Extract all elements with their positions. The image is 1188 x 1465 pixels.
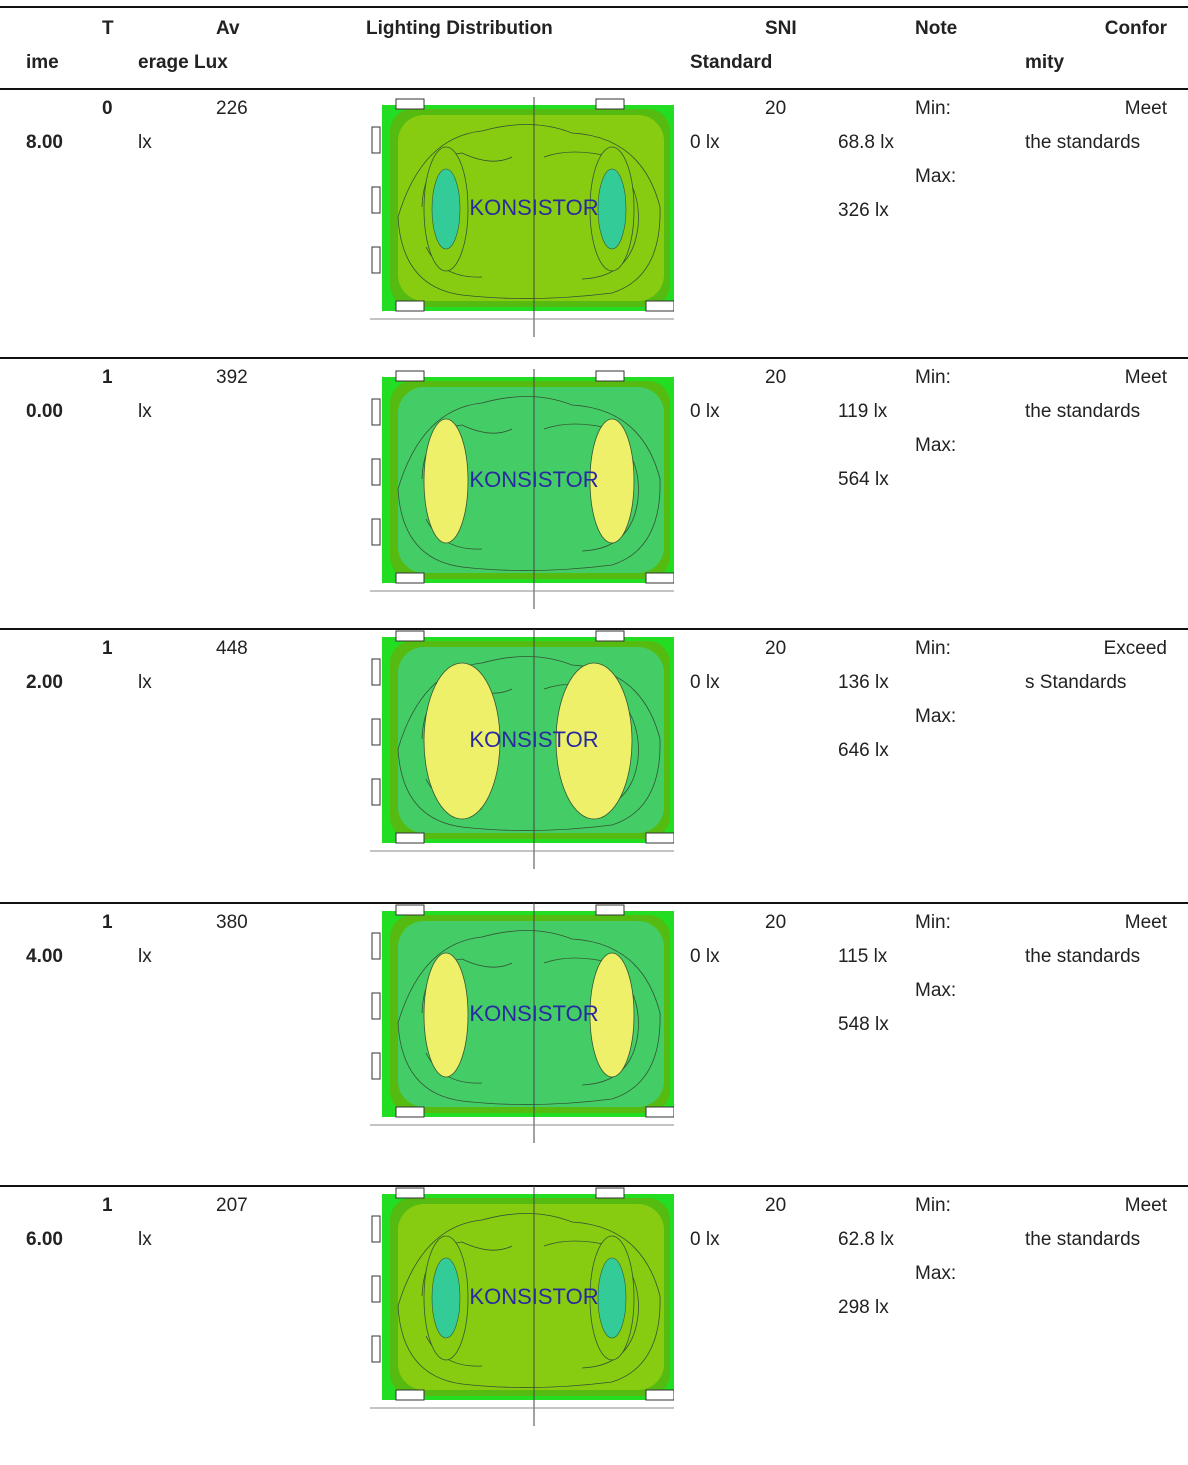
sni-value-line2: 0 lx bbox=[690, 672, 720, 693]
lighting-distribution-diagram: KONSISTOR bbox=[362, 369, 674, 609]
sni-value-line1: 20 bbox=[765, 98, 787, 119]
time-line1: 1 bbox=[102, 1195, 113, 1216]
note-min-label: Min: bbox=[915, 912, 951, 933]
header-time-line1: T bbox=[102, 18, 114, 39]
average-lux-unit: lx bbox=[138, 672, 152, 693]
average-lux-value: 448 bbox=[216, 638, 248, 659]
note-max-value: 646 lx bbox=[838, 740, 889, 761]
row-separator bbox=[0, 628, 1188, 630]
average-lux-value: 392 bbox=[216, 367, 248, 388]
average-lux-value: 380 bbox=[216, 912, 248, 933]
conformity-line2: the standards bbox=[1025, 132, 1141, 153]
row-separator bbox=[0, 902, 1188, 904]
note-min-value: 68.8 lx bbox=[838, 132, 894, 153]
row-separator bbox=[0, 357, 1188, 359]
header-average-line2: erage Lux bbox=[138, 52, 228, 73]
header-note: Note bbox=[915, 18, 958, 39]
row-separator bbox=[0, 1185, 1188, 1187]
time-line2: 4.00 bbox=[26, 946, 63, 967]
header-average-line1: Av bbox=[216, 18, 240, 39]
note-max-label: Max: bbox=[915, 980, 957, 1001]
svg-text:KONSISTOR: KONSISTOR bbox=[469, 727, 598, 752]
conformity-line1: Meet bbox=[1124, 367, 1167, 388]
note-max-value: 326 lx bbox=[838, 200, 889, 221]
sni-value-line2: 0 lx bbox=[690, 1229, 720, 1250]
note-min-value: 115 lx bbox=[838, 946, 888, 967]
note-min-label: Min: bbox=[915, 98, 951, 119]
note-min-label: Min: bbox=[915, 638, 951, 659]
sni-value-line1: 20 bbox=[765, 912, 787, 933]
average-lux-value: 226 bbox=[216, 98, 248, 119]
average-lux-unit: lx bbox=[138, 132, 152, 153]
time-line2: 2.00 bbox=[26, 672, 63, 693]
sni-value-line2: 0 lx bbox=[690, 401, 720, 422]
note-max-label: Max: bbox=[915, 1263, 957, 1284]
average-lux-unit: lx bbox=[138, 401, 152, 422]
note-max-value: 564 lx bbox=[838, 469, 889, 490]
note-min-value: 119 lx bbox=[838, 401, 888, 422]
conformity-line2: the standards bbox=[1025, 946, 1141, 967]
note-min-label: Min: bbox=[915, 367, 951, 388]
average-lux-unit: lx bbox=[138, 946, 152, 967]
svg-text:KONSISTOR: KONSISTOR bbox=[469, 1001, 598, 1026]
time-line2: 8.00 bbox=[26, 132, 63, 153]
header-conformity-line1: Confor bbox=[1104, 18, 1167, 39]
header-sni-line1: SNI bbox=[765, 18, 797, 39]
sni-value-line2: 0 lx bbox=[690, 946, 720, 967]
conformity-line1: Exceed bbox=[1103, 638, 1167, 659]
conformity-line1: Meet bbox=[1124, 98, 1167, 119]
svg-text:KONSISTOR: KONSISTOR bbox=[469, 1284, 598, 1309]
header-time-line2: ime bbox=[26, 52, 59, 73]
average-lux-value: 207 bbox=[216, 1195, 248, 1216]
time-line2: 0.00 bbox=[26, 401, 63, 422]
lighting-distribution-diagram: KONSISTOR bbox=[362, 629, 674, 869]
lighting-distribution-diagram: KONSISTOR bbox=[362, 97, 674, 337]
time-line1: 1 bbox=[102, 367, 113, 388]
header-conformity-line2: mity bbox=[1025, 52, 1065, 73]
conformity-line2: the standards bbox=[1025, 1229, 1141, 1250]
note-max-label: Max: bbox=[915, 166, 957, 187]
header-sni-line2: Standard bbox=[690, 52, 773, 73]
note-min-value: 62.8 lx bbox=[838, 1229, 894, 1250]
sni-value-line1: 20 bbox=[765, 1195, 787, 1216]
note-min-value: 136 lx bbox=[838, 672, 889, 693]
time-line1: 1 bbox=[102, 912, 113, 933]
conformity-line2: the standards bbox=[1025, 401, 1141, 422]
time-line1: 0 bbox=[102, 98, 113, 119]
note-max-label: Max: bbox=[915, 706, 957, 727]
svg-text:KONSISTOR: KONSISTOR bbox=[469, 467, 598, 492]
note-max-value: 548 lx bbox=[838, 1014, 889, 1035]
svg-text:KONSISTOR: KONSISTOR bbox=[469, 195, 598, 220]
conformity-line2: s Standards bbox=[1025, 672, 1127, 693]
time-line2: 6.00 bbox=[26, 1229, 63, 1250]
lighting-distribution-diagram: KONSISTOR bbox=[362, 903, 674, 1143]
lighting-distribution-diagram: KONSISTOR bbox=[362, 1186, 674, 1426]
header-bottom-border bbox=[0, 88, 1188, 90]
note-max-label: Max: bbox=[915, 435, 957, 456]
conformity-line1: Meet bbox=[1124, 912, 1167, 933]
conformity-line1: Meet bbox=[1124, 1195, 1167, 1216]
average-lux-unit: lx bbox=[138, 1229, 152, 1250]
sni-value-line2: 0 lx bbox=[690, 132, 720, 153]
sni-value-line1: 20 bbox=[765, 367, 787, 388]
note-max-value: 298 lx bbox=[838, 1297, 889, 1318]
sni-value-line1: 20 bbox=[765, 638, 787, 659]
header-lighting-distribution: Lighting Distribution bbox=[366, 18, 553, 39]
time-line1: 1 bbox=[102, 638, 113, 659]
note-min-label: Min: bbox=[915, 1195, 951, 1216]
table-top-border bbox=[0, 6, 1188, 8]
